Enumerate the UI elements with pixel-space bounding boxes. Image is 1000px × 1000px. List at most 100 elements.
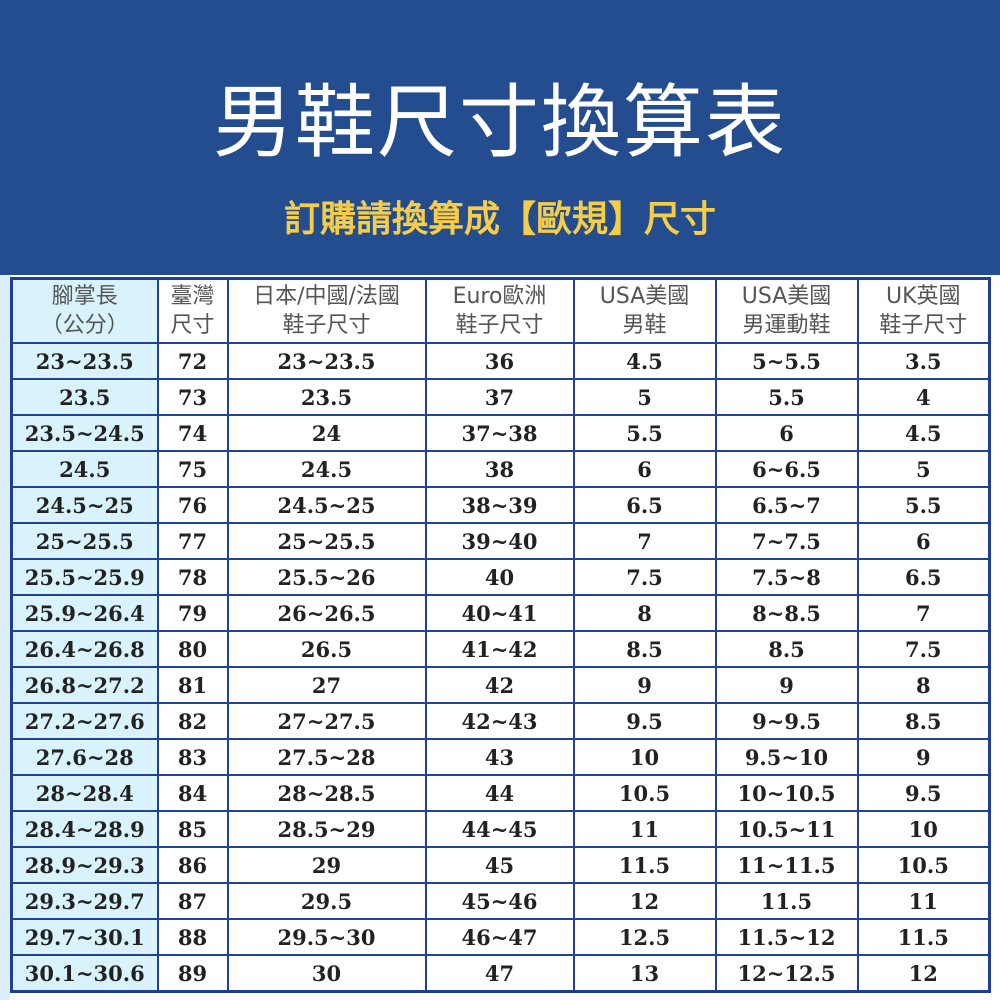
table-cell: 10.5 <box>856 846 991 884</box>
table-row: 23.5~24.5 74 24 37~38 5.5 6 4.5 <box>10 414 991 452</box>
table-cell: 6 <box>714 414 859 452</box>
table-cell: 40 <box>424 558 575 596</box>
table-cell: 9.5 <box>572 702 717 740</box>
column-header-line: 尺寸 <box>170 313 215 338</box>
table-cell: 80 <box>156 630 229 668</box>
table-cell: 12.5 <box>572 918 717 956</box>
column-header-line: USA美國 <box>599 284 690 309</box>
table-row: 27.6~28 83 27.5~28 43 10 9.5~10 9 <box>10 738 991 776</box>
left-strip <box>0 275 10 1000</box>
table-cell: 41~42 <box>424 630 575 668</box>
table-cell: 45 <box>424 846 575 884</box>
table-header-row: 腳掌長 （公分） 臺灣尺寸 日本/中國/法國 鞋子尺寸 Euro歐洲 鞋子尺寸 USA美國男鞋… <box>10 277 991 344</box>
table-cell: 79 <box>156 594 229 632</box>
table-cell: 89 <box>156 954 229 993</box>
table-cell: 29.3~29.7 <box>10 882 159 920</box>
column-header-line: 腳掌長 <box>51 284 118 309</box>
column-header-line: 鞋子尺寸 <box>455 313 544 338</box>
table-cell: 45~46 <box>424 882 575 920</box>
table-cell: 25~25.5 <box>10 522 159 560</box>
table-cell: 4 <box>856 378 991 416</box>
table-cell: 5.5 <box>714 378 859 416</box>
page-title: 男鞋尺寸換算表 <box>213 76 787 169</box>
table-cell: 7.5~8 <box>714 558 859 596</box>
table-row: 25.5~25.9 78 25.5~26 40 7.5 7.5~8 6.5 <box>10 558 991 596</box>
table-row: 25~25.5 77 25~25.5 39~40 7 7~7.5 6 <box>10 522 991 560</box>
table-row: 29.3~29.7 87 29.5 45~46 12 11.5 11 <box>10 882 991 920</box>
column-header-line: 鞋子尺寸 <box>879 313 968 338</box>
table-cell: 7 <box>856 594 991 632</box>
table-cell: 10.5~11 <box>714 810 859 848</box>
table-cell: 36 <box>424 342 575 380</box>
column-header: Euro歐洲 鞋子尺寸 <box>424 277 575 344</box>
table-cell: 7 <box>572 522 717 560</box>
table-cell: 8.5 <box>572 630 717 668</box>
table-row: 24.5~25 76 24.5~25 38~39 6.5 6.5~7 5.5 <box>10 486 991 524</box>
table-cell: 12 <box>572 882 717 920</box>
table-cell: 3.5 <box>856 342 991 380</box>
size-conversion-table: 腳掌長 （公分） 臺灣尺寸 日本/中國/法國 鞋子尺寸 Euro歐洲 鞋子尺寸 USA美國男鞋… <box>10 277 991 993</box>
table-cell: 37~38 <box>424 414 575 452</box>
table-cell: 13 <box>572 954 717 993</box>
table-cell: 74 <box>156 414 229 452</box>
column-header: UK英國鞋子尺寸 <box>856 277 991 344</box>
table-cell: 73 <box>156 378 229 416</box>
table-cell: 5 <box>572 378 717 416</box>
table-cell: 9~9.5 <box>714 702 859 740</box>
table-cell: 6.5 <box>856 558 991 596</box>
table-cell: 25.9~26.4 <box>10 594 159 632</box>
table-cell: 5.5 <box>572 414 717 452</box>
table-cell: 12 <box>856 954 991 993</box>
page-subtitle: 訂購請換算成【歐規】尺寸 <box>283 199 716 240</box>
table-cell: 5~5.5 <box>714 342 859 380</box>
table-cell: 7.5 <box>856 630 991 668</box>
table-row: 29.7~30.1 88 29.5~30 46~47 12.5 11.5~12 11.5 <box>10 918 991 956</box>
table-cell: 28~28.4 <box>10 774 159 812</box>
table-cell: 9.5~10 <box>714 738 859 776</box>
table-cell: 6 <box>572 450 717 488</box>
title-banner: 男鞋尺寸換算表 訂購請換算成【歐規】尺寸 <box>0 0 1000 275</box>
column-header-line: UK英國 <box>885 284 961 309</box>
table-cell: 25~25.5 <box>226 522 427 560</box>
table-cell: 11.5 <box>572 846 717 884</box>
table-cell: 24 <box>226 414 427 452</box>
column-header-line: 男鞋 <box>622 313 667 338</box>
table-cell: 11~11.5 <box>714 846 859 884</box>
table-cell: 23~23.5 <box>226 342 427 380</box>
table-cell: 29.5~30 <box>226 918 427 956</box>
table-cell: 47 <box>424 954 575 993</box>
table-cell: 88 <box>156 918 229 956</box>
table-cell: 7~7.5 <box>714 522 859 560</box>
table-cell: 9 <box>856 738 991 776</box>
table-row: 28.9~29.3 86 29 45 11.5 11~11.5 10.5 <box>10 846 991 884</box>
column-header: USA美國 男運動鞋 <box>714 277 859 344</box>
table-cell: 24.5 <box>10 450 159 488</box>
table-cell: 8~8.5 <box>714 594 859 632</box>
table-cell: 87 <box>156 882 229 920</box>
table-row: 30.1~30.6 89 30 47 13 12~12.5 12 <box>10 954 991 993</box>
table-cell: 84 <box>156 774 229 812</box>
table-cell: 24.5~25 <box>10 486 159 524</box>
table-cell: 42~43 <box>424 702 575 740</box>
table-cell: 5.5 <box>856 486 991 524</box>
table-row: 25.9~26.4 79 26~26.5 40~41 8 8~8.5 7 <box>10 594 991 632</box>
column-header-line: 鞋子尺寸 <box>282 313 371 338</box>
table-cell: 23.5 <box>226 378 427 416</box>
table-cell: 25.5~26 <box>226 558 427 596</box>
column-header-line: USA美國 <box>741 284 832 309</box>
table-cell: 26.5 <box>226 630 427 668</box>
table-cell: 46~47 <box>424 918 575 956</box>
table-cell: 11.5 <box>714 882 859 920</box>
table-row: 24.5 75 24.5 38 6 6~6.5 5 <box>10 450 991 488</box>
table-cell: 38~39 <box>424 486 575 524</box>
column-header: 日本/中國/法國 鞋子尺寸 <box>226 277 427 344</box>
table-cell: 30 <box>226 954 427 993</box>
table-cell: 11 <box>856 882 991 920</box>
table-cell: 24.5 <box>226 450 427 488</box>
table-cell: 6.5~7 <box>714 486 859 524</box>
table-cell: 78 <box>156 558 229 596</box>
table-cell: 42 <box>424 666 575 704</box>
column-header: 腳掌長 （公分） <box>10 277 159 344</box>
column-header-line: 臺灣 <box>170 284 215 309</box>
table-cell: 85 <box>156 810 229 848</box>
